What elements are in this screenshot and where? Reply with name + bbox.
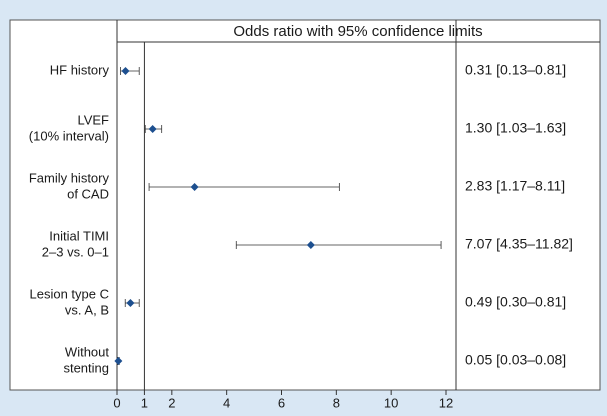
- x-tick-label: 12: [439, 395, 453, 410]
- estimate-marker: [114, 357, 123, 365]
- value-label: 0.49 [0.30–0.81]: [465, 294, 566, 310]
- chart-title: Odds ratio with 95% confidence limits: [233, 23, 482, 40]
- x-tick-label: 2: [168, 395, 175, 410]
- category-label: stenting: [63, 360, 109, 375]
- category-label: Initial TIMI: [49, 228, 109, 243]
- x-tick-label: 1: [141, 395, 148, 410]
- x-tick-label: 10: [384, 395, 398, 410]
- category-label: of CAD: [67, 186, 109, 201]
- estimate-marker: [126, 299, 135, 307]
- category-label: (10% interval): [29, 128, 109, 143]
- estimate-marker: [148, 125, 157, 133]
- plot-panel: [9, 19, 601, 391]
- x-tick-label: 8: [333, 395, 340, 410]
- value-label: 2.83 [1.17–8.11]: [465, 178, 565, 194]
- estimate-marker: [190, 183, 199, 191]
- x-tick-label: 6: [278, 395, 285, 410]
- category-label: HF history: [50, 62, 110, 77]
- value-label: 7.07 [4.35–11.82]: [465, 236, 573, 252]
- category-label: Lesion type C: [30, 286, 110, 301]
- value-label: 0.05 [0.03–0.08]: [465, 352, 566, 368]
- x-tick-label: 4: [223, 395, 230, 410]
- category-label: vs. A, B: [65, 302, 109, 317]
- estimate-marker: [121, 67, 130, 75]
- value-label: 1.30 [1.03–1.63]: [465, 120, 566, 136]
- category-label: 2–3 vs. 0–1: [42, 244, 109, 259]
- category-label: LVEF: [77, 112, 109, 127]
- estimate-marker: [306, 241, 315, 249]
- value-label: 0.31 [0.13–0.81]: [465, 62, 566, 78]
- category-label: Without: [65, 344, 109, 359]
- x-tick-label: 0: [113, 395, 120, 410]
- category-label: Family history: [29, 170, 110, 185]
